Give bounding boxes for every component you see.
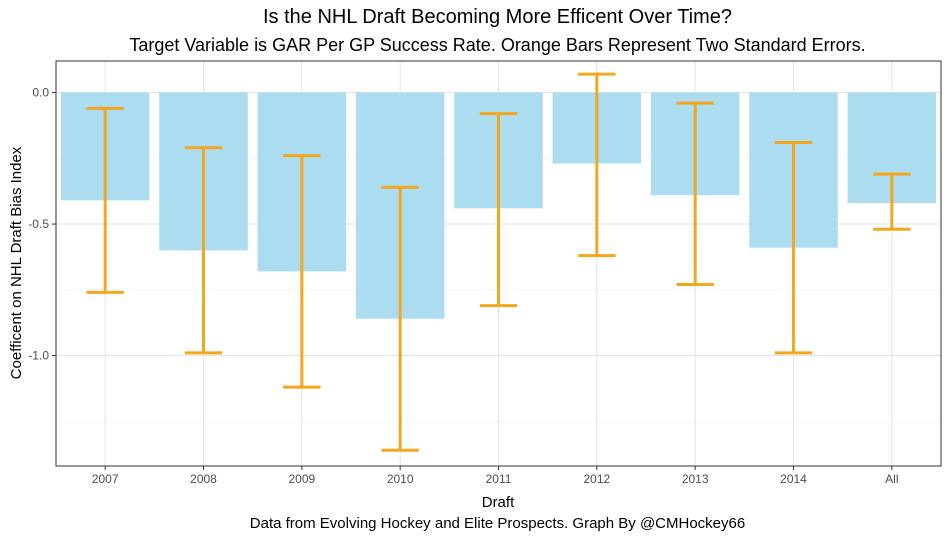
- chart-title: Is the NHL Draft Becoming More Efficent …: [262, 6, 733, 28]
- x-tick-label-All: All: [885, 472, 898, 486]
- x-tick-label-2013: 2013: [682, 472, 709, 486]
- axes-layer: 0.0 -0.5 -1.0 2007 2008 2009 2010 2011 2012 2013 2…: [28, 86, 898, 486]
- x-tick-label-2012: 2012: [583, 472, 610, 486]
- x-tick-label-2007: 2007: [92, 472, 119, 486]
- x-tick-label-2014: 2014: [780, 472, 807, 486]
- x-tick-label-2010: 2010: [387, 472, 414, 486]
- chart-subtitle: Target Variable is GAR Per GP Success Ra…: [129, 35, 866, 55]
- x-axis-title: Draft: [482, 494, 515, 511]
- y-axis-title: Coefficent on NHL Draft Bias Index: [8, 146, 25, 379]
- y-tick-label: 0.0: [32, 86, 49, 100]
- chart-caption: Data from Evolving Hockey and Elite Pros…: [249, 515, 746, 532]
- x-tick-label-2008: 2008: [190, 472, 217, 486]
- x-tick-label-2009: 2009: [288, 472, 315, 486]
- x-tick-label-2011: 2011: [486, 472, 512, 486]
- y-tick-label: -0.5: [28, 217, 49, 231]
- y-tick-label: -1.0: [28, 349, 49, 363]
- error-bars-layer: [86, 72, 911, 452]
